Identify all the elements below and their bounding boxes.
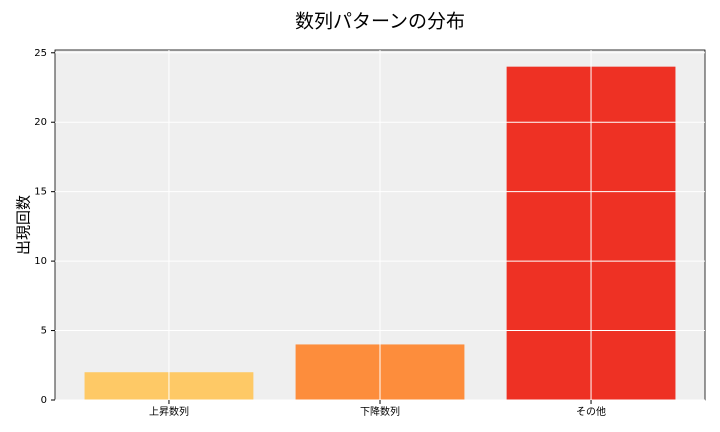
- y-tick-label: 0: [41, 395, 47, 406]
- x-tick-label: 下降数列: [360, 405, 400, 418]
- x-tick-label: その他: [576, 405, 606, 418]
- x-tick-label: 上昇数列: [149, 405, 189, 418]
- y-tick-label: 5: [41, 326, 47, 337]
- y-tick-label: 20: [34, 117, 47, 128]
- y-axis-label: 出現回数: [15, 195, 33, 255]
- chart-title: 数列パターンの分布: [295, 11, 465, 33]
- y-tick-label: 10: [34, 256, 47, 267]
- y-tick-label: 15: [34, 187, 47, 198]
- y-tick-label: 25: [34, 48, 47, 59]
